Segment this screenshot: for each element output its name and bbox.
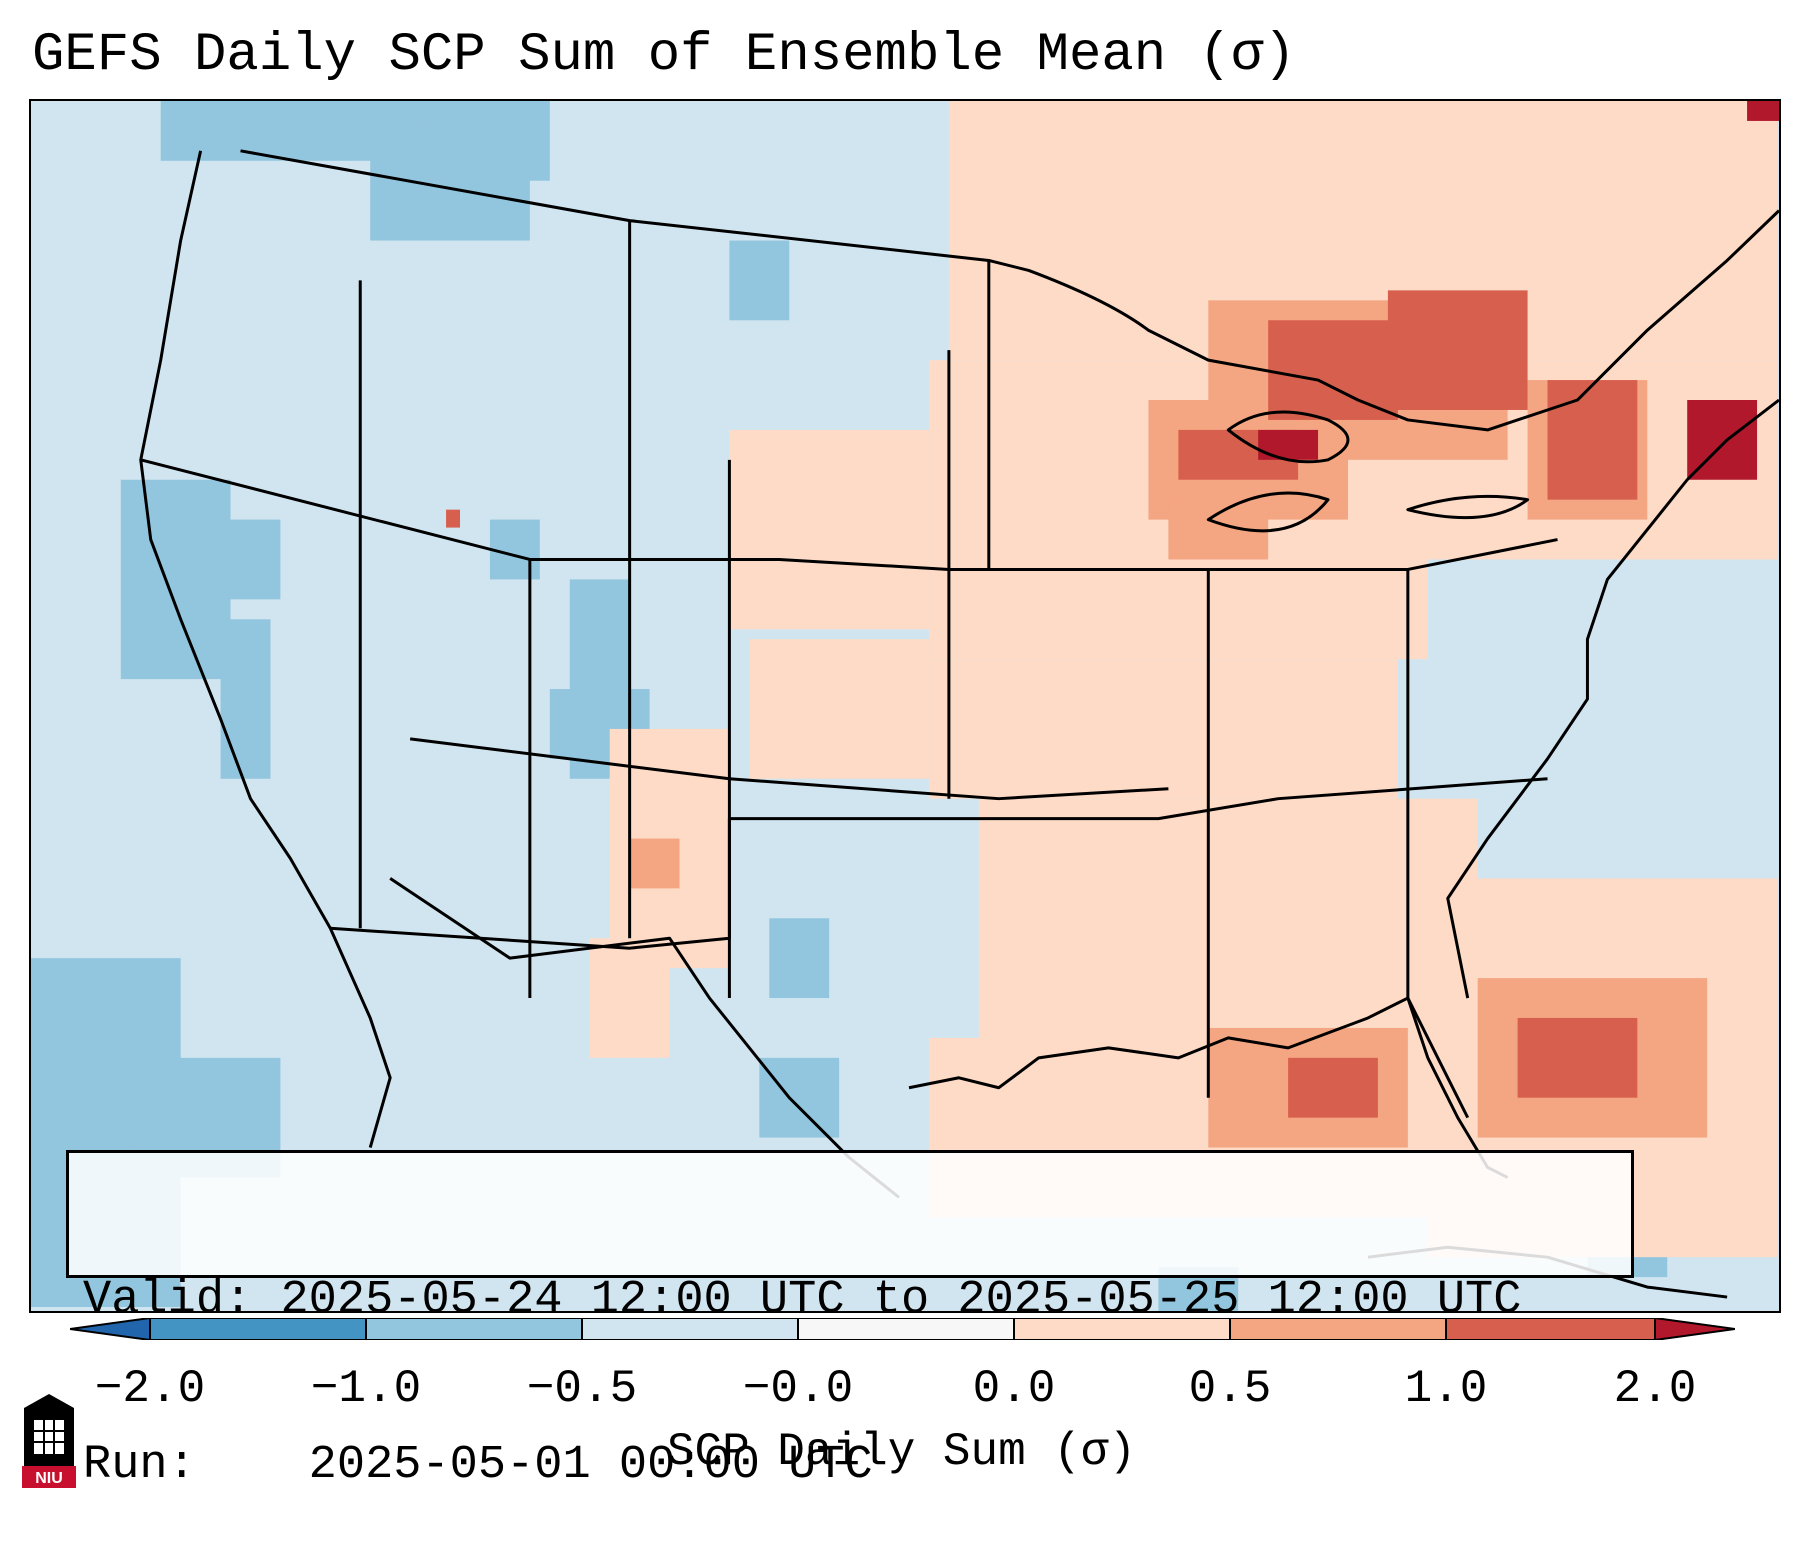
tick-label: −2.0 — [94, 1363, 206, 1415]
colorbar — [70, 1318, 1735, 1340]
colorbar-over-extension — [1655, 1318, 1735, 1340]
run-row: Run: 2025-05-01 00:00 UTC — [83, 1438, 1617, 1493]
state-lines-3 — [409, 737, 1169, 801]
tick-label: 1.0 — [1404, 1363, 1488, 1415]
map-title: GEFS Daily SCP Sum of Ensemble Mean (σ) — [32, 25, 1296, 86]
valid-run-info-box: Valid: 2025-05-24 12:00 UTC to 2025-05-2… — [66, 1150, 1634, 1492]
run-value: 2025-05-01 00:00 UTC — [308, 1439, 873, 1492]
west-coast — [139, 150, 392, 1148]
east-coast — [1446, 398, 1779, 999]
colorbar-bin-0-0 — [798, 1318, 1014, 1340]
scp-map — [31, 101, 1779, 1311]
colorbar-ticks — [149, 1318, 1656, 1340]
niu-logo: NIU — [22, 1394, 76, 1488]
state-lines-2 — [330, 777, 1548, 950]
state-lines-4 — [528, 350, 1410, 1098]
colorbar-bin-1-2 — [1446, 1318, 1655, 1340]
colorbar-label: SCP Daily Sum (σ) — [666, 1426, 1137, 1478]
logo-red-band — [22, 1466, 76, 1488]
map-panel — [29, 99, 1781, 1313]
tick-label: −1.0 — [310, 1363, 422, 1415]
state-lines-5 — [358, 220, 991, 939]
colorbar-bin-05-1 — [1230, 1318, 1446, 1340]
logo-text: NIU — [35, 1470, 63, 1487]
tick-label: 0.0 — [972, 1363, 1056, 1415]
tick-label: 2.0 — [1613, 1363, 1697, 1415]
great-lakes — [1206, 410, 1530, 533]
colorbar-bin-neg2-neg1 — [150, 1318, 366, 1340]
colorbar-bin-neg1-neg05 — [366, 1318, 582, 1340]
logo-window — [34, 1420, 64, 1454]
colorbar-bin-0-05 — [1014, 1318, 1230, 1340]
tick-label: 0.5 — [1188, 1363, 1272, 1415]
political-boundaries — [139, 149, 1779, 1299]
tick-label: −0.5 — [526, 1363, 638, 1415]
colorbar-under-extension — [70, 1318, 150, 1340]
colorbar-bin-neg05-0 — [582, 1318, 798, 1340]
tick-label: −0.0 — [742, 1363, 854, 1415]
run-label: Run: — [83, 1439, 196, 1492]
us-canada-border — [240, 149, 1779, 432]
gulf-coast — [908, 996, 1470, 1119]
